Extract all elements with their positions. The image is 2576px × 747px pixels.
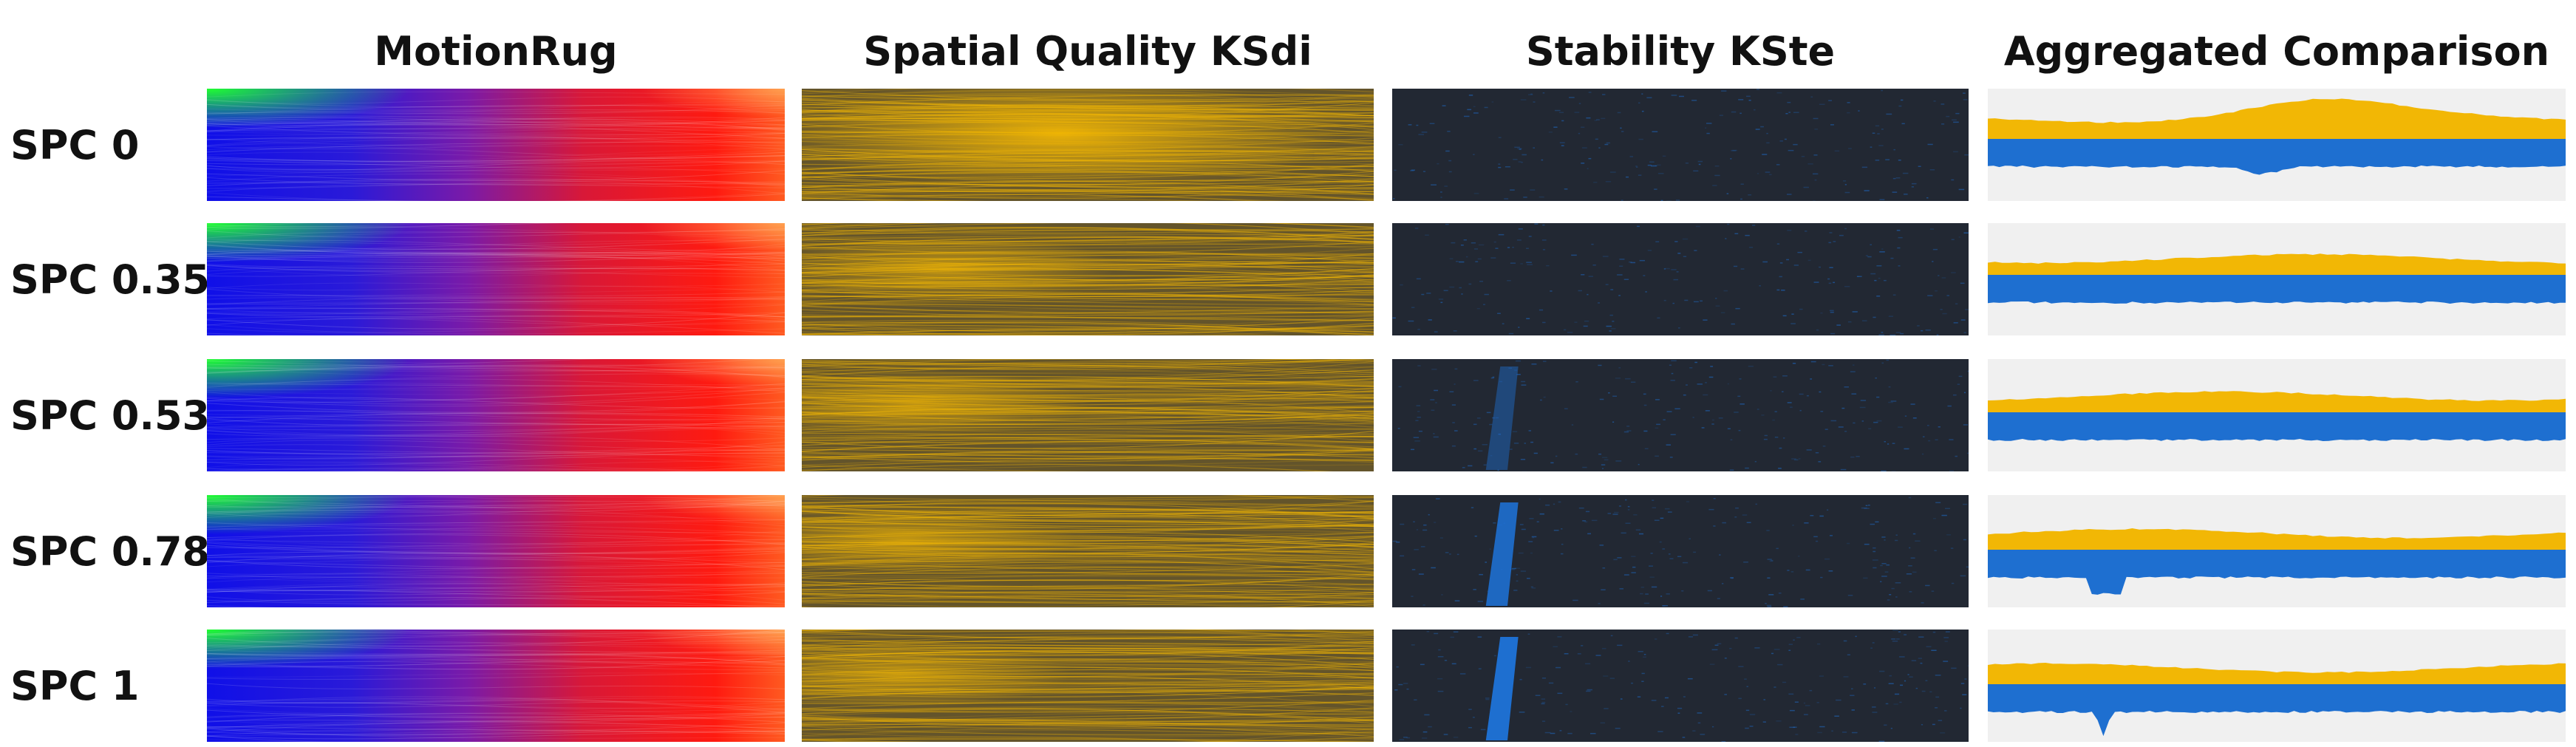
row-label-spc-0: SPC 0	[10, 121, 140, 168]
aggregated-panel-spc-0	[1988, 89, 2566, 201]
column-title-spatial-quality: Spatial Quality KSdi	[863, 28, 1312, 75]
stability-panel-spc-1	[1392, 630, 1969, 742]
aggregated-panel-spc-1	[1988, 630, 2566, 742]
row-label-spc-0-35: SPC 0.35	[10, 256, 211, 303]
motionrug-panel-spc-0	[207, 89, 785, 201]
row-label-spc-0-78: SPC 0.78	[10, 528, 211, 575]
stability-panel-spc-0-35	[1392, 223, 1969, 335]
spatial-quality-panel-spc-0-53	[802, 359, 1374, 471]
spatial-quality-panel-spc-0	[802, 89, 1374, 201]
aggregated-panel-spc-0-35	[1988, 223, 2566, 335]
aggregated-panel-spc-0-78	[1988, 495, 2566, 607]
column-title-motionrug: MotionRug	[374, 28, 618, 75]
column-title-aggregated-comparison: Aggregated Comparison	[2003, 28, 2550, 75]
row-label-spc-1: SPC 1	[10, 662, 140, 709]
stability-panel-spc-0-53	[1392, 359, 1969, 471]
stability-panel-spc-0	[1392, 89, 1969, 201]
column-title-stability: Stability KSte	[1525, 28, 1836, 75]
row-label-spc-0-53: SPC 0.53	[10, 392, 211, 439]
motionrug-panel-spc-1	[207, 630, 785, 742]
aggregated-panel-spc-0-53	[1988, 359, 2566, 471]
motionrug-panel-spc-0-53	[207, 359, 785, 471]
spatial-quality-panel-spc-0-78	[802, 495, 1374, 607]
motionrug-panel-spc-0-35	[207, 223, 785, 335]
stability-panel-spc-0-78	[1392, 495, 1969, 607]
spatial-quality-panel-spc-1	[802, 630, 1374, 742]
spatial-quality-panel-spc-0-35	[802, 223, 1374, 335]
motionrug-panel-spc-0-78	[207, 495, 785, 607]
